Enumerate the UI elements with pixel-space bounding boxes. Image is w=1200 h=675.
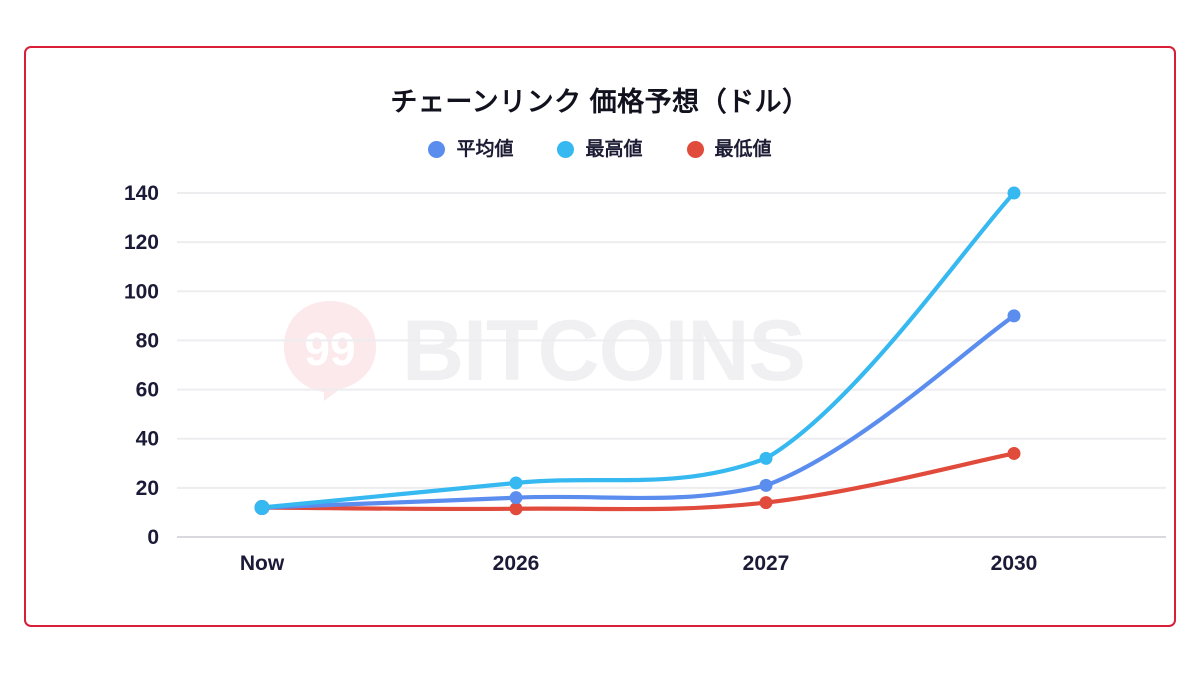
data-point[interactable]	[254, 500, 270, 516]
data-point[interactable]	[1007, 446, 1021, 460]
data-point[interactable]	[1007, 186, 1021, 200]
x-axis-tick-label: 2026	[493, 552, 540, 575]
chart-series-lines	[259, 190, 1017, 512]
y-axis-tick-label: 80	[136, 329, 159, 352]
y-axis-tick-label: 120	[124, 231, 159, 254]
legend-label-average: 平均値	[456, 139, 514, 160]
y-axis-tick-label: 140	[124, 182, 159, 205]
x-axis-tick-labels: Now 2026 2027 2030	[240, 552, 1038, 575]
data-point[interactable]	[1007, 309, 1021, 323]
legend-color-dot-minimum	[686, 141, 704, 158]
chart-gridlines	[177, 192, 1166, 538]
legend-color-dot-average	[428, 141, 446, 158]
legend-item-maximum[interactable]: 最高値	[557, 139, 643, 160]
legend-label-minimum: 最低値	[714, 139, 772, 160]
chart-card-frame: チェーンリンク 価格予想（ドル） 平均値 最高値 最低値 99	[24, 46, 1176, 627]
page-title: チェーンリンク 価格予想（ドル）	[390, 87, 810, 117]
data-point[interactable]	[509, 491, 523, 505]
legend-color-dot-maximum	[557, 141, 575, 158]
data-point[interactable]	[759, 451, 773, 465]
series-line-最高値	[259, 190, 1017, 510]
chart-legend: 平均値 最高値 最低値	[26, 140, 1174, 159]
legend-item-average[interactable]: 平均値	[428, 140, 513, 159]
y-axis-tick-label: 60	[136, 379, 159, 402]
data-point[interactable]	[509, 476, 523, 490]
data-point[interactable]	[759, 478, 773, 492]
legend-label-maximum: 最高値	[585, 139, 643, 160]
x-axis-tick-label: 2030	[991, 552, 1038, 575]
legend-item-minimum[interactable]: 最低値	[686, 139, 772, 160]
y-axis-tick-label: 40	[136, 428, 159, 451]
y-axis-tick-label: 0	[147, 526, 159, 549]
series-line-最低値	[259, 451, 1017, 512]
x-axis-tick-label: 2027	[743, 552, 790, 575]
y-axis-tick-label: 20	[136, 477, 159, 500]
line-chart-svg: 0 20 40 60 80 100 120 140 Now 2026 2027 2030	[124, 182, 1166, 575]
x-axis-tick-label: Now	[240, 552, 285, 575]
y-axis-tick-labels: 0 20 40 60 80 100 120 140	[124, 182, 159, 549]
data-point[interactable]	[509, 502, 523, 516]
data-point[interactable]	[759, 496, 773, 510]
chart-data-points	[254, 186, 1021, 516]
chart-plot-area: 0 20 40 60 80 100 120 140 Now 2026 2027 2030	[26, 48, 1178, 629]
y-axis-tick-label: 100	[124, 280, 159, 303]
series-line-平均値	[259, 313, 1017, 510]
